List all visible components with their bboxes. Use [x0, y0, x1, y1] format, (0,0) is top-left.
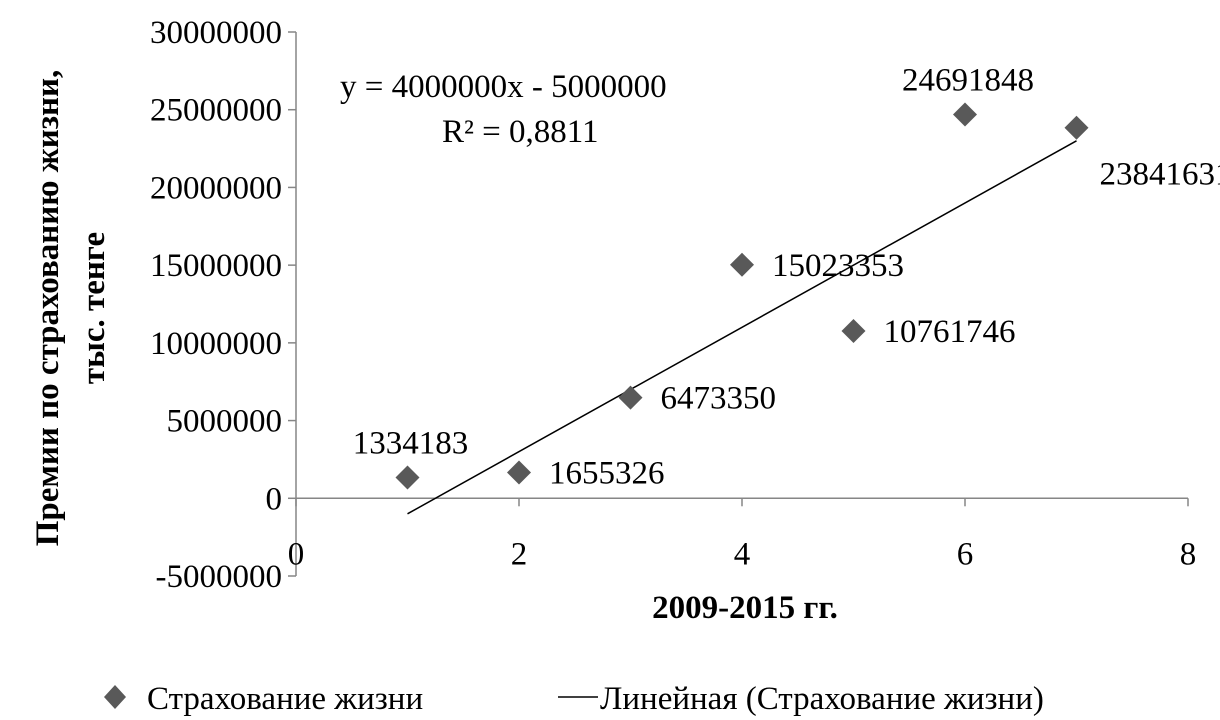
data-label: 15023353 — [772, 248, 904, 284]
y-axis-title: Премии по страхованию жизни, тыс. тенге — [30, 70, 112, 547]
y-axis-title-line2: тыс. тенге — [76, 232, 112, 384]
data-label: 10761746 — [884, 314, 1016, 350]
data-points — [395, 102, 1089, 490]
axes: -500000005000000100000001500000020000000… — [150, 15, 1196, 595]
y-tick-label: 0 — [266, 481, 283, 517]
y-tick-label: 5000000 — [167, 404, 283, 440]
data-labels: 1334183 1655326 6473350 15023353 10761746 246… — [353, 63, 1220, 492]
data-label: 24691848 — [902, 63, 1034, 99]
data-point — [618, 385, 643, 410]
y-tick-label: 15000000 — [150, 248, 282, 284]
data-point — [953, 102, 977, 127]
x-tick-label: 4 — [734, 536, 751, 572]
data-point — [507, 460, 531, 485]
y-tick-label: 30000000 — [150, 15, 282, 51]
legend-item-trendline: Линейная (Страхование жизни) — [600, 681, 1044, 717]
data-point — [395, 465, 420, 490]
data-point — [730, 252, 754, 277]
legend-diamond-marker — [104, 685, 126, 709]
data-point — [1064, 115, 1089, 140]
x-tick-label: 2 — [511, 536, 528, 572]
trendline-group — [407, 140, 1077, 515]
trendline — [407, 140, 1077, 515]
trend-equation: y = 4000000x - 5000000 — [340, 69, 667, 105]
data-label: 6473350 — [661, 381, 777, 417]
y-tick-label: 25000000 — [150, 93, 282, 129]
y-axis-title-line1: Премии по страхованию жизни, — [30, 70, 66, 547]
y-tick-label: 10000000 — [150, 326, 282, 362]
legend: Страхование жизни Линейная (Страхование … — [104, 681, 1044, 717]
data-label: 1334183 — [353, 426, 469, 462]
x-tick-label: 8 — [1180, 536, 1197, 572]
y-tick-label: -5000000 — [156, 559, 283, 595]
trend-r-squared: R² = 0,8811 — [442, 114, 599, 150]
legend-item-series: Страхование жизни — [147, 681, 423, 717]
x-axis-title: 2009-2015 гг. — [652, 590, 838, 626]
x-tick-label: 6 — [957, 536, 974, 572]
x-tick-label: 0 — [288, 536, 305, 572]
data-label: 1655326 — [549, 456, 665, 492]
y-tick-label: 20000000 — [150, 170, 282, 206]
data-label: 23841631 — [1100, 157, 1220, 193]
data-point — [841, 319, 866, 344]
